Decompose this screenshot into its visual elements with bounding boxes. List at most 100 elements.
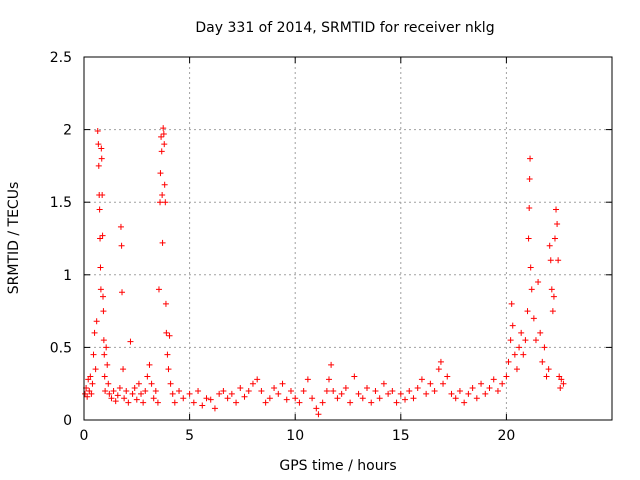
data-point — [539, 358, 546, 365]
data-point — [117, 223, 124, 230]
x-tick-label: 5 — [185, 428, 194, 444]
data-point — [164, 351, 171, 358]
data-point — [224, 395, 231, 402]
data-point — [435, 366, 442, 373]
data-point — [135, 380, 142, 387]
data-point — [158, 148, 165, 155]
data-point — [165, 366, 172, 373]
data-point — [526, 175, 533, 182]
data-point — [262, 399, 269, 406]
data-point — [456, 387, 463, 394]
data-point — [494, 387, 501, 394]
y-tick-label: 0.5 — [50, 340, 72, 356]
data-point — [90, 351, 97, 358]
data-point — [465, 390, 472, 397]
x-tick-label: 10 — [286, 428, 304, 444]
data-point — [328, 361, 335, 368]
data-point — [228, 390, 235, 397]
x-tick-label: 0 — [80, 428, 89, 444]
data-point — [376, 395, 383, 402]
data-point — [490, 376, 497, 383]
data-point — [319, 399, 326, 406]
data-point — [121, 395, 128, 402]
data-point — [530, 315, 537, 322]
data-point — [87, 373, 94, 380]
data-point — [106, 390, 113, 397]
data-point — [220, 387, 227, 394]
data-point — [550, 293, 557, 300]
data-point — [150, 395, 157, 402]
data-point — [397, 390, 404, 397]
data-point — [140, 399, 147, 406]
data-point — [233, 399, 240, 406]
data-point — [334, 395, 341, 402]
data-point — [158, 133, 165, 140]
data-point — [131, 385, 138, 392]
data-point — [160, 130, 167, 137]
data-point — [92, 366, 99, 373]
data-point — [557, 385, 564, 392]
data-point — [167, 380, 174, 387]
data-point — [461, 399, 468, 406]
data-point — [389, 387, 396, 394]
data-point — [478, 380, 485, 387]
data-point — [95, 162, 102, 169]
data-point — [423, 390, 430, 397]
data-point — [473, 395, 480, 402]
data-point — [522, 337, 529, 344]
data-point — [162, 300, 169, 307]
data-point — [138, 390, 145, 397]
data-point — [163, 329, 170, 336]
data-point — [157, 199, 164, 206]
data-point — [560, 380, 567, 387]
data-point — [549, 308, 556, 315]
data-point — [254, 376, 261, 383]
data-point — [385, 390, 392, 397]
data-point — [283, 396, 290, 403]
x-tick-label: 15 — [392, 428, 410, 444]
data-point — [347, 399, 354, 406]
data-point — [437, 358, 444, 365]
data-point — [125, 399, 132, 406]
y-axis-label: SRMTID / TECUs — [6, 182, 22, 295]
data-point — [96, 206, 103, 213]
data-point — [100, 308, 107, 315]
data-point — [427, 380, 434, 387]
data-point — [330, 387, 337, 394]
data-point — [279, 380, 286, 387]
data-point — [503, 373, 510, 380]
data-point — [440, 380, 447, 387]
data-point — [287, 387, 294, 394]
data-point — [380, 380, 387, 387]
data-point — [393, 399, 400, 406]
data-point — [355, 390, 362, 397]
data-point — [245, 387, 252, 394]
data-point — [323, 387, 330, 394]
data-point — [292, 395, 299, 402]
data-point — [144, 373, 151, 380]
data-point — [123, 387, 130, 394]
data-point — [99, 232, 106, 239]
data-point — [162, 199, 169, 206]
data-point — [258, 387, 265, 394]
data-point — [372, 387, 379, 394]
y-tick-label: 1.5 — [50, 195, 72, 211]
data-point — [406, 387, 413, 394]
data-point — [509, 322, 516, 329]
data-point — [120, 366, 127, 373]
data-point — [558, 376, 565, 383]
data-point — [469, 385, 476, 392]
grid-layer — [84, 57, 612, 420]
data-points — [82, 125, 567, 418]
data-point — [410, 395, 417, 402]
y-tick-label: 1 — [63, 268, 72, 284]
data-point — [511, 351, 518, 358]
y-tick-label: 0 — [63, 413, 72, 429]
data-point — [520, 351, 527, 358]
data-point — [133, 396, 140, 403]
data-point — [112, 398, 119, 405]
data-point — [300, 387, 307, 394]
data-point — [452, 395, 459, 402]
data-point — [88, 390, 95, 397]
data-point — [537, 329, 544, 336]
